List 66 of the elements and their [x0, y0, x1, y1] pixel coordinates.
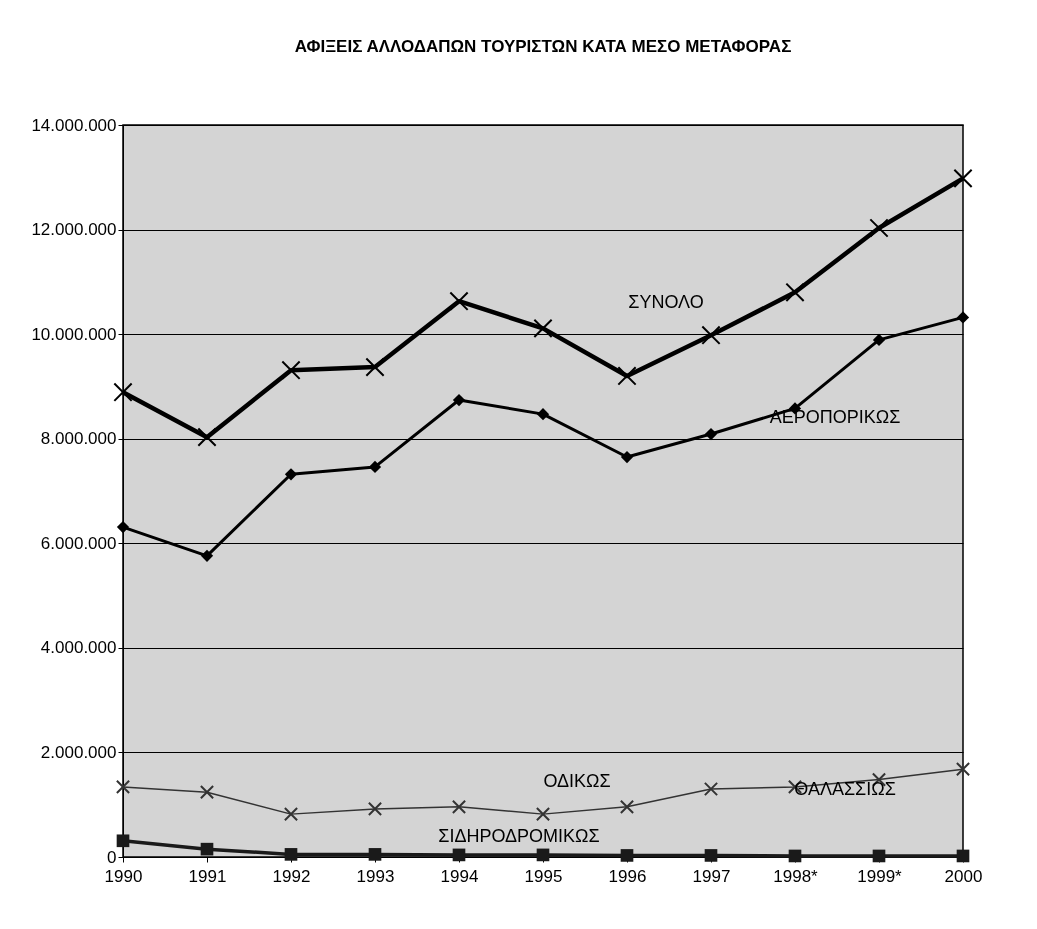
point: [283, 807, 299, 822]
y-tick-label: 14.000.000: [31, 115, 117, 135]
point: [116, 834, 130, 848]
y-tick-label: 2.000.000: [40, 742, 117, 762]
x-tick-label: 2000: [944, 866, 983, 886]
point: [281, 360, 301, 380]
y-tick-label: 0: [107, 847, 117, 867]
series-label: ΣΥΝΟΛΟ: [628, 292, 704, 313]
point: [536, 848, 550, 862]
point: [953, 168, 973, 188]
x-tick-label: 1997: [692, 866, 731, 886]
point: [704, 849, 718, 862]
point: [956, 849, 970, 863]
point: [200, 549, 214, 562]
x-tick-label: 1992: [272, 866, 311, 886]
point: [116, 520, 130, 534]
point: [785, 282, 805, 302]
series-label: ΣΙΔΗΡΟΔΡΟΜΙΚΩΣ: [438, 825, 600, 846]
x-tick-label: 1995: [524, 866, 563, 886]
point: [619, 799, 635, 814]
point: [535, 807, 551, 822]
point: [620, 849, 634, 862]
point: [955, 762, 971, 777]
series-label: ΑΕΡΟΠΟΡΙΚΩΣ: [769, 407, 901, 428]
point: [788, 849, 802, 863]
point: [869, 218, 889, 238]
y-tick-label: 12.000.000: [31, 220, 117, 240]
x-tick-label: 1996: [608, 866, 647, 886]
series-label: ΟΔΙΚΩΣ: [543, 770, 611, 791]
point: [536, 408, 550, 421]
point: [197, 427, 217, 447]
point: [703, 781, 719, 797]
point: [284, 468, 298, 481]
point: [284, 848, 298, 861]
x-tick-label: 1991: [188, 866, 227, 886]
point: [533, 318, 553, 339]
point: [704, 427, 718, 441]
point: [617, 366, 637, 386]
x-tick-label: 1999*: [857, 866, 903, 886]
point: [872, 333, 886, 347]
point: [451, 799, 467, 814]
point: [452, 848, 466, 862]
point: [368, 460, 382, 474]
y-tick-label: 4.000.000: [40, 638, 117, 658]
point: [620, 450, 634, 464]
point: [956, 311, 970, 324]
chart-title: ΑΦΙΞΕΙΣ ΑΛΛΟΔΑΠΩΝ ΤΟΥΡΙΣΤΩΝ ΚΑΤΑ ΜΕΣΟ ΜΕΤΑΦΟΡΑΣ: [294, 37, 792, 56]
x-tick-label: 1990: [104, 866, 143, 886]
y-tick-label: 10.000.000: [31, 324, 117, 344]
y-tick-label: 6.000.000: [40, 533, 117, 553]
y-tick-label: 8.000.000: [40, 429, 117, 449]
x-tick-label: 1994: [440, 866, 479, 886]
point: [367, 801, 383, 817]
point: [199, 785, 215, 800]
x-tick-label: 1998*: [773, 866, 819, 886]
point: [115, 779, 131, 795]
point: [368, 848, 382, 861]
point: [701, 325, 721, 345]
point: [113, 382, 133, 402]
point: [452, 393, 466, 407]
point: [200, 842, 214, 856]
point: [365, 357, 385, 377]
point: [449, 291, 469, 311]
point: [872, 849, 886, 863]
annotation: ΘΑΛΑΣΣΙΩΣ: [794, 778, 896, 799]
x-tick-label: 1993: [356, 866, 395, 886]
